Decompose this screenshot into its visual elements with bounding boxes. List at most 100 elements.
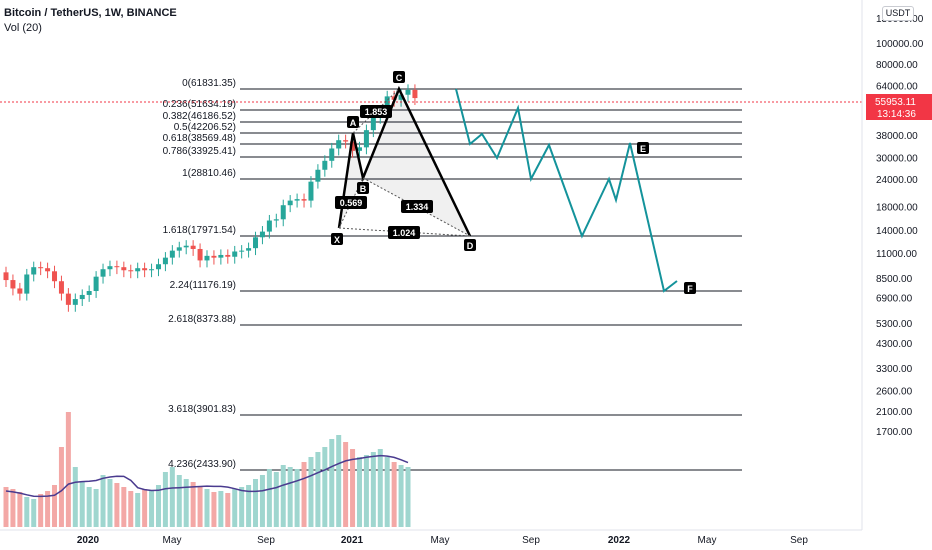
time-tick-label: Sep bbox=[790, 535, 808, 546]
fib-level-label: 0.786(33925.41) bbox=[163, 146, 236, 157]
price-axis[interactable]: 130000.00100000.0080000.0064000.0050000.… bbox=[876, 14, 924, 438]
fib-level-label: 1.618(17971.54) bbox=[163, 225, 236, 236]
fib-level-label: 3.618(3901.83) bbox=[168, 404, 236, 415]
candle-body bbox=[3, 272, 9, 281]
candle-body bbox=[363, 130, 369, 148]
fibonacci-retracement[interactable]: 0(61831.35) 0.236(51634.19)0.382(46186.52… bbox=[163, 78, 742, 471]
point-badge bbox=[357, 182, 369, 194]
candle-body bbox=[162, 257, 168, 265]
projection-label-e: E bbox=[640, 144, 646, 154]
candle-body bbox=[211, 255, 217, 258]
volume-bar bbox=[155, 485, 161, 527]
candle-body bbox=[45, 268, 51, 272]
volume-bar bbox=[31, 499, 37, 527]
candle-body bbox=[336, 140, 342, 149]
candle-body bbox=[329, 148, 335, 161]
volume-bar bbox=[114, 483, 120, 527]
candle-body bbox=[155, 264, 161, 270]
volume-indicator-label[interactable]: Vol (20) bbox=[4, 22, 42, 34]
volume-bar bbox=[45, 491, 51, 527]
volume-bar bbox=[121, 487, 127, 527]
fib-level-label: 2.618(8373.88) bbox=[168, 314, 236, 325]
volume-bar bbox=[336, 435, 342, 527]
volume-bar bbox=[169, 467, 175, 527]
ratio-badge bbox=[360, 105, 392, 118]
chart-title[interactable]: Bitcoin / TetherUS, 1W, BINANCE bbox=[4, 7, 177, 19]
price-tick-label: 80000.00 bbox=[876, 60, 918, 71]
candle-body bbox=[239, 250, 245, 252]
volume-bar bbox=[24, 497, 30, 527]
point-badge bbox=[464, 239, 476, 251]
price-tick-label: 3300.00 bbox=[876, 364, 913, 375]
candle-body bbox=[315, 169, 321, 182]
candle-body bbox=[343, 140, 349, 142]
ratio-label: 1.334 bbox=[406, 202, 429, 212]
projection-line[interactable] bbox=[455, 88, 678, 293]
volume-bar bbox=[246, 485, 252, 527]
fib-level-label: 0.236(51634.19) bbox=[163, 99, 236, 110]
candle-body bbox=[322, 160, 328, 170]
volume-bar bbox=[65, 412, 71, 527]
volume-bar bbox=[79, 482, 85, 527]
candle-body bbox=[259, 231, 265, 238]
projection-badge bbox=[637, 142, 649, 154]
price-tick-label: 18000.00 bbox=[876, 202, 918, 213]
volume-bar bbox=[294, 469, 300, 527]
volume-bar bbox=[350, 449, 356, 527]
volume-bar bbox=[259, 475, 265, 527]
volume-bar bbox=[391, 462, 397, 527]
volume-moving-average bbox=[5, 454, 409, 498]
projection-path[interactable]: EF bbox=[455, 88, 696, 294]
volume-bar bbox=[100, 475, 106, 527]
volume-bar bbox=[356, 457, 362, 527]
candle-body bbox=[72, 299, 78, 305]
volume-bar bbox=[211, 492, 217, 527]
volume-bar bbox=[377, 449, 383, 527]
time-axis[interactable]: 2020 May Sep 2021 May Sep 2022 May Sep bbox=[77, 535, 808, 546]
point-label-a: A bbox=[350, 118, 357, 128]
volume-bar bbox=[183, 479, 189, 527]
candle-body bbox=[24, 274, 30, 294]
candle-body bbox=[114, 266, 120, 268]
current-price-tag: 55953.11 13:14:36 bbox=[866, 94, 932, 120]
volume-bar bbox=[405, 467, 411, 527]
price-tick-label: 14000.00 bbox=[876, 226, 918, 237]
candle-body bbox=[58, 281, 64, 294]
price-tick-label: 30000.00 bbox=[876, 154, 918, 165]
volume-bar bbox=[142, 489, 148, 527]
volume-bar bbox=[266, 469, 272, 527]
candle-body bbox=[31, 267, 37, 275]
price-tick-label: 64000.00 bbox=[876, 81, 918, 92]
projection-badge bbox=[684, 282, 696, 294]
ratio-label: 1.853 bbox=[365, 107, 388, 117]
point-label-b: B bbox=[360, 184, 367, 194]
volume-bar bbox=[322, 447, 328, 527]
xabcd-pattern[interactable]: X A B C D 0.569 1.853 1.334 1.024 bbox=[331, 71, 476, 251]
fib-level-label: 0.618(38569.48) bbox=[163, 133, 236, 144]
fib-level-label: 0.5(42206.52) bbox=[174, 122, 236, 133]
time-tick-label: 2022 bbox=[608, 535, 631, 546]
ratio-badge bbox=[335, 196, 367, 209]
candle-body bbox=[79, 294, 85, 300]
candle-body bbox=[350, 141, 356, 151]
candle-body bbox=[253, 237, 259, 249]
candle-body bbox=[107, 266, 113, 270]
price-tick-label: 11000.00 bbox=[876, 249, 917, 260]
point-badge bbox=[347, 116, 359, 128]
volume-bar bbox=[225, 493, 231, 527]
volume-bar bbox=[162, 472, 168, 527]
current-price-label: 55953.11 bbox=[875, 97, 916, 108]
volume-bar bbox=[301, 462, 307, 527]
volume-bar bbox=[135, 493, 141, 527]
candle-body bbox=[38, 267, 44, 269]
volume-bar bbox=[384, 457, 390, 527]
currency-selector-button[interactable]: USDT bbox=[882, 6, 914, 21]
volume-bar bbox=[52, 485, 58, 527]
time-tick-label: Sep bbox=[257, 535, 275, 546]
fib-level-label: 0.382(46186.52) bbox=[163, 111, 236, 122]
fib-level-label: 4.236(2433.90) bbox=[168, 459, 236, 470]
fib-level-label: 1(28810.46) bbox=[182, 168, 236, 179]
ratio-label: 1.024 bbox=[393, 228, 416, 238]
